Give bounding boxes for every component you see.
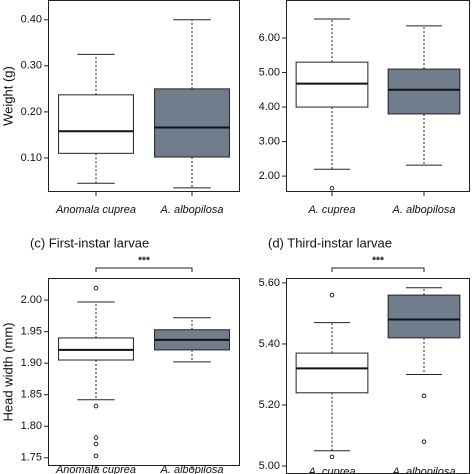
y-axis-label: Head width (mm) [0,323,15,422]
y-tick-label: 4.00 [259,101,280,113]
y-tick-label: 1.75 [21,452,42,464]
y-tick-label: 2.00 [259,170,280,182]
y-tick-label: 0.10 [21,152,42,164]
y-tick-label: 6.00 [259,32,280,44]
x-tick-label: Anomala cuprea [55,464,136,474]
x-tick-label: A. albopilosa [160,204,224,216]
y-tick-label: 5.00 [259,66,280,78]
y-tick-label: 3.00 [259,135,280,147]
x-tick-label: A. cuprea [307,204,355,216]
y-tick-label: 0.30 [21,60,42,72]
significance-label: *** [372,256,384,267]
x-tick-label: A. albopilosa [160,464,224,474]
box [295,61,369,108]
outlier [329,292,335,298]
x-tick-label: Anomala cuprea [55,204,136,216]
y-tick-label: 5.20 [259,399,280,411]
box [154,88,230,158]
x-tick-label: A. cuprea [307,466,355,474]
y-tick-label: 5.60 [259,277,280,289]
y-tick-label: 2.00 [21,294,42,306]
x-tick-label: A. albopilosa [392,466,456,474]
outlier [93,453,99,459]
outlier [329,185,335,191]
plot-frame [48,0,240,192]
y-tick-label: 0.40 [21,14,42,26]
y-tick-label: 1.90 [21,357,42,369]
plot-frame [286,0,470,192]
significance-bracket [95,267,193,272]
outlier [421,393,427,399]
significance-label: *** [138,256,150,267]
y-tick-label: 5.00 [259,460,280,472]
y-tick-label: 1.80 [21,420,42,432]
outlier [329,454,335,460]
box [58,94,134,154]
outlier [93,285,99,291]
box [387,294,461,339]
y-tick-label: 5.40 [259,338,280,350]
plot-frame [48,278,240,466]
panel-title: (d) Third-instar larvae [268,235,392,250]
outlier [93,403,99,409]
box [387,68,461,115]
y-tick-label: 0.20 [21,106,42,118]
panel-title: (c) First-instar larvae [30,235,149,250]
outlier [93,441,99,447]
outlier [93,435,99,440]
outlier [421,439,427,444]
y-tick-label: 1.85 [21,389,42,401]
x-tick-label: A. albopilosa [392,204,456,216]
box [295,352,369,394]
y-axis-label: Weight (g) [0,66,15,126]
significance-bracket [331,267,425,272]
y-tick-label: 1.95 [21,326,42,338]
